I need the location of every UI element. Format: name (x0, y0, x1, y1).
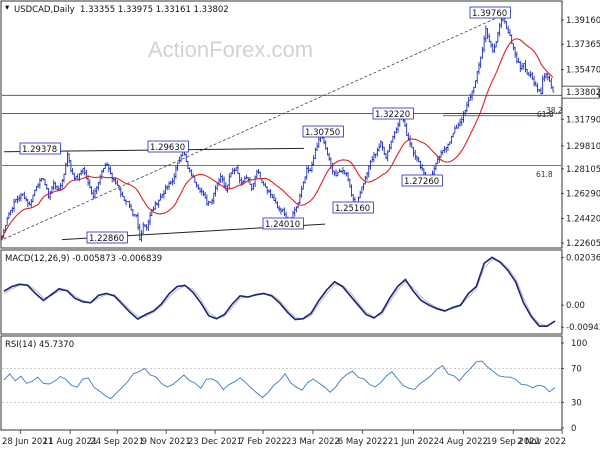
price-label-box (401, 174, 443, 187)
moving-average-line (1, 38, 554, 238)
macd-signal-line (3, 259, 556, 327)
macd-y-axis: 0.02036 0.00 -0.009438 (561, 254, 600, 333)
macd-y-tick-label: 0.00 (566, 301, 585, 311)
price-label: 1.22860 (89, 234, 124, 244)
x-tick-label: 7 Feb 2022 (239, 437, 287, 447)
x-tick-label: 4 Aug 2022 (439, 437, 488, 447)
price-label: 1.25160 (335, 204, 370, 214)
fib-label-382: 38.2 (546, 106, 563, 115)
price-series (0, 12, 555, 242)
chart-dropdown-icon[interactable]: ▾ (5, 3, 10, 13)
price-y-tick-label: 1.28105 (566, 165, 600, 175)
price-y-tick-label: 1.37365 (566, 40, 600, 50)
price-y-tick-label: 1.31790 (566, 115, 600, 125)
price-label: 1.29630 (150, 143, 185, 153)
x-tick-label: 23 Dec 2021 (188, 437, 242, 447)
x-tick-label: 6 May 2022 (338, 437, 388, 447)
rsi-series (3, 360, 556, 400)
x-tick-label: 2 Nov 2022 (517, 437, 566, 447)
rsi-panel-frame (0, 335, 563, 431)
price-y-axis: 1.391601.373651.354701.335751.317901.298… (561, 16, 600, 249)
price-label-box (332, 201, 374, 214)
price-y-tick-label: 1.29810 (566, 142, 600, 152)
price-label-box (302, 125, 344, 138)
watermark: ActionForex.com (148, 37, 313, 62)
rsi-line (3, 360, 556, 400)
rsi-label: RSI(14) 45.7370 (5, 340, 74, 350)
x-tick-label: 21 Jun 2022 (388, 437, 439, 447)
x-tick-label: 28 Jun 2021 (2, 437, 53, 447)
price-label: 1.24010 (265, 220, 300, 230)
price-labels: 1.29378 1.29630 1.30750 1.32220 1.39760 1.272… (19, 6, 563, 244)
last-price-tag-text: 1.33802 (566, 88, 600, 98)
macd-panel-frame (0, 249, 563, 335)
x-tick-label: 19 Sep 2022 (486, 437, 540, 447)
macd-y-tick-label: -0.009438 (566, 323, 600, 333)
price-y-tick-label: 1.22605 (566, 239, 600, 249)
price-label-box (19, 142, 61, 155)
rsi-y-axis: 100 70 30 0 (561, 339, 587, 434)
price-y-tick-label: 1.26290 (566, 189, 600, 199)
price-label-box (469, 6, 511, 19)
rsi-y-tick-label: 30 (571, 399, 582, 409)
macd-line (3, 256, 556, 327)
price-label: 1.32220 (375, 110, 410, 120)
price-label-box (372, 107, 414, 120)
dashed-trend-line (3, 11, 511, 240)
rsi-y-tick-label: 0 (571, 424, 576, 434)
rsi-y-tick-label: 70 (571, 365, 582, 375)
price-y-tick-label: 1.24420 (566, 215, 600, 225)
price-y-tick-label: 1.35470 (566, 66, 600, 76)
x-tick-label: 24 Sep 2021 (90, 437, 144, 447)
price-label-box (262, 217, 304, 230)
price-label-box (147, 140, 189, 153)
last-price-tag (561, 85, 600, 99)
x-tick-label: 23 Mar 2022 (286, 437, 340, 447)
rsi-grid (2, 368, 561, 403)
price-y-tick-label: 1.39160 (566, 16, 600, 26)
macd-label: MACD(12,26,9) -0.005873 -0.006839 (5, 254, 162, 264)
fib-label-618-lower: 61.8 (536, 170, 553, 179)
rsi-y-tick-label: 100 (571, 339, 587, 349)
symbol-label: USDCAD,Daily (14, 5, 75, 15)
price-label: 1.30750 (305, 128, 340, 138)
x-tick-label: 9 Nov 2021 (142, 437, 191, 447)
price-label-box (86, 231, 128, 244)
ohlc-values: 1.33355 1.33975 1.33161 1.33802 (80, 5, 229, 15)
x-tick-label: 11 Aug 2021 (43, 437, 97, 447)
price-label: 1.39760 (472, 9, 507, 19)
macd-series (3, 256, 556, 327)
price-label: 1.27260 (404, 177, 439, 187)
fib-label-618: 61.8 (537, 110, 554, 119)
macd-y-tick-label: 0.02036 (566, 254, 600, 264)
price-panel-frame (0, 0, 563, 249)
price-label: 1.29378 (22, 145, 57, 155)
